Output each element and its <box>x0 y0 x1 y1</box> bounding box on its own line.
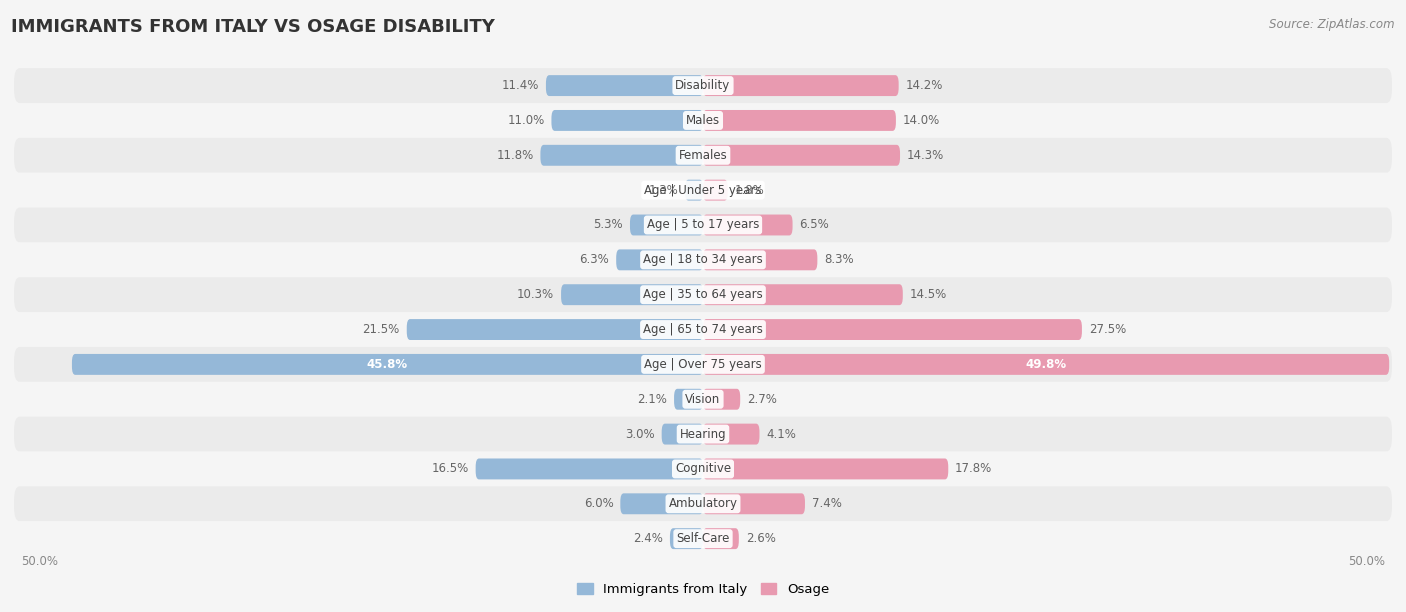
Text: 1.8%: 1.8% <box>735 184 765 196</box>
FancyBboxPatch shape <box>703 145 900 166</box>
Text: 3.0%: 3.0% <box>626 428 655 441</box>
Text: 16.5%: 16.5% <box>432 463 468 476</box>
Text: 50.0%: 50.0% <box>1348 555 1385 568</box>
Text: 10.3%: 10.3% <box>517 288 554 301</box>
FancyBboxPatch shape <box>630 215 703 236</box>
Text: 14.3%: 14.3% <box>907 149 945 162</box>
FancyBboxPatch shape <box>620 493 703 514</box>
FancyBboxPatch shape <box>14 242 1392 277</box>
Text: Age | 65 to 74 years: Age | 65 to 74 years <box>643 323 763 336</box>
Text: 50.0%: 50.0% <box>21 555 58 568</box>
Text: Vision: Vision <box>685 393 721 406</box>
Text: Cognitive: Cognitive <box>675 463 731 476</box>
Text: 21.5%: 21.5% <box>363 323 399 336</box>
FancyBboxPatch shape <box>703 354 1389 375</box>
Text: Disability: Disability <box>675 79 731 92</box>
Text: Source: ZipAtlas.com: Source: ZipAtlas.com <box>1270 18 1395 31</box>
FancyBboxPatch shape <box>14 417 1392 452</box>
Text: 17.8%: 17.8% <box>955 463 993 476</box>
FancyBboxPatch shape <box>551 110 703 131</box>
Text: Age | Over 75 years: Age | Over 75 years <box>644 358 762 371</box>
Text: Age | 18 to 34 years: Age | 18 to 34 years <box>643 253 763 266</box>
FancyBboxPatch shape <box>14 103 1392 138</box>
Text: Age | Under 5 years: Age | Under 5 years <box>644 184 762 196</box>
FancyBboxPatch shape <box>703 319 1083 340</box>
FancyBboxPatch shape <box>14 68 1392 103</box>
FancyBboxPatch shape <box>546 75 703 96</box>
Text: 1.3%: 1.3% <box>648 184 678 196</box>
Text: 14.2%: 14.2% <box>905 79 943 92</box>
Text: Age | 35 to 64 years: Age | 35 to 64 years <box>643 288 763 301</box>
FancyBboxPatch shape <box>703 493 806 514</box>
FancyBboxPatch shape <box>14 487 1392 521</box>
Text: 7.4%: 7.4% <box>811 498 842 510</box>
FancyBboxPatch shape <box>616 249 703 271</box>
FancyBboxPatch shape <box>540 145 703 166</box>
Text: 8.3%: 8.3% <box>824 253 853 266</box>
FancyBboxPatch shape <box>14 452 1392 487</box>
FancyBboxPatch shape <box>406 319 703 340</box>
FancyBboxPatch shape <box>561 284 703 305</box>
FancyBboxPatch shape <box>703 284 903 305</box>
FancyBboxPatch shape <box>475 458 703 479</box>
Text: 6.3%: 6.3% <box>579 253 609 266</box>
Text: 27.5%: 27.5% <box>1088 323 1126 336</box>
Text: 4.1%: 4.1% <box>766 428 796 441</box>
FancyBboxPatch shape <box>703 424 759 444</box>
Text: 11.4%: 11.4% <box>502 79 538 92</box>
FancyBboxPatch shape <box>703 180 728 201</box>
Text: 5.3%: 5.3% <box>593 218 623 231</box>
FancyBboxPatch shape <box>14 207 1392 242</box>
FancyBboxPatch shape <box>673 389 703 409</box>
FancyBboxPatch shape <box>72 354 703 375</box>
Text: 11.0%: 11.0% <box>508 114 544 127</box>
FancyBboxPatch shape <box>703 389 740 409</box>
FancyBboxPatch shape <box>14 173 1392 207</box>
Text: Ambulatory: Ambulatory <box>668 498 738 510</box>
Text: 2.6%: 2.6% <box>745 532 776 545</box>
FancyBboxPatch shape <box>14 347 1392 382</box>
Text: Females: Females <box>679 149 727 162</box>
Text: 14.5%: 14.5% <box>910 288 946 301</box>
Text: Males: Males <box>686 114 720 127</box>
Text: 45.8%: 45.8% <box>367 358 408 371</box>
FancyBboxPatch shape <box>703 249 817 271</box>
FancyBboxPatch shape <box>14 382 1392 417</box>
FancyBboxPatch shape <box>703 458 948 479</box>
Text: Self-Care: Self-Care <box>676 532 730 545</box>
Text: IMMIGRANTS FROM ITALY VS OSAGE DISABILITY: IMMIGRANTS FROM ITALY VS OSAGE DISABILIT… <box>11 18 495 36</box>
Text: 11.8%: 11.8% <box>496 149 533 162</box>
Text: 2.1%: 2.1% <box>637 393 668 406</box>
FancyBboxPatch shape <box>14 312 1392 347</box>
FancyBboxPatch shape <box>703 75 898 96</box>
Legend: Immigrants from Italy, Osage: Immigrants from Italy, Osage <box>571 578 835 602</box>
FancyBboxPatch shape <box>669 528 703 549</box>
FancyBboxPatch shape <box>14 138 1392 173</box>
Text: Hearing: Hearing <box>679 428 727 441</box>
FancyBboxPatch shape <box>662 424 703 444</box>
Text: 6.0%: 6.0% <box>583 498 613 510</box>
FancyBboxPatch shape <box>703 528 738 549</box>
FancyBboxPatch shape <box>14 521 1392 556</box>
Text: 2.7%: 2.7% <box>747 393 778 406</box>
Text: 14.0%: 14.0% <box>903 114 941 127</box>
FancyBboxPatch shape <box>703 110 896 131</box>
Text: 6.5%: 6.5% <box>800 218 830 231</box>
FancyBboxPatch shape <box>14 277 1392 312</box>
FancyBboxPatch shape <box>685 180 703 201</box>
Text: 49.8%: 49.8% <box>1025 358 1067 371</box>
Text: 2.4%: 2.4% <box>633 532 664 545</box>
FancyBboxPatch shape <box>703 215 793 236</box>
Text: Age | 5 to 17 years: Age | 5 to 17 years <box>647 218 759 231</box>
